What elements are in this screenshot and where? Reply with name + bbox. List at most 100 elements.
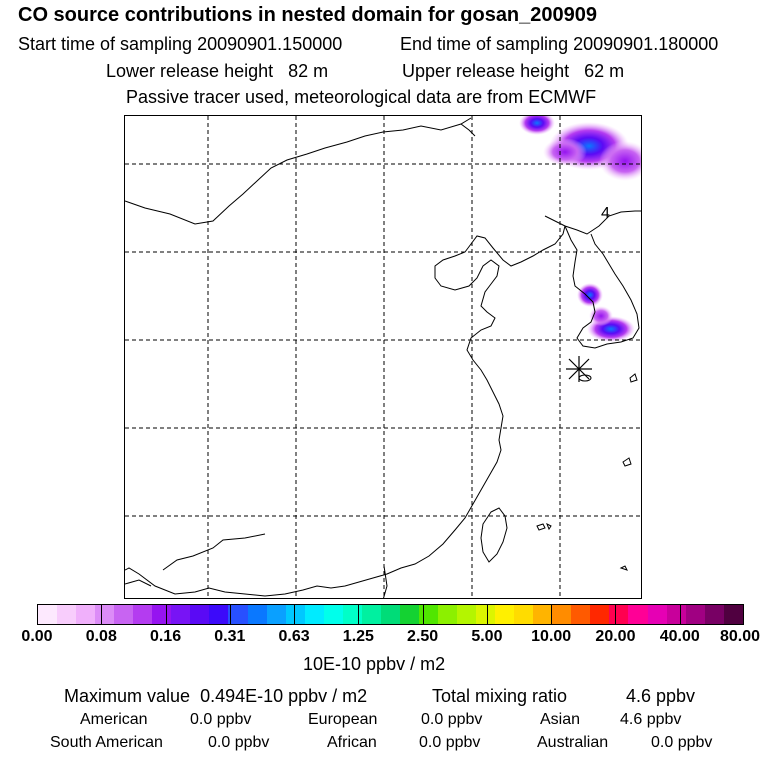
colorbar-tick-label: 0.00 (21, 628, 53, 645)
colorbar-cell (571, 605, 591, 624)
colorbar-cell (609, 605, 629, 624)
total-mixing-label: Total mixing ratio (432, 686, 568, 706)
colorbar-cell (628, 605, 648, 624)
colorbar-divider (165, 604, 167, 625)
region-value: 4.6 ppbv (620, 711, 682, 728)
colorbar-divider (101, 604, 103, 625)
lower-release-value: 82 m (288, 61, 329, 81)
region-value: 0.0 ppbv (421, 711, 483, 728)
region-name: African (327, 734, 377, 751)
end-time: End time of sampling 20090901.180000 (400, 34, 718, 55)
colorbar-cell (209, 605, 229, 624)
colorbar-cell (171, 605, 191, 624)
max-value-stat: Maximum value 0.494E-10 ppbv / m2 (64, 686, 367, 707)
colorbar-divider (294, 604, 296, 625)
colorbar-tick-label: 10.00 (531, 628, 572, 645)
upper-release-value: 62 m (584, 61, 625, 81)
colorbar-cell (266, 605, 286, 624)
colorbar-cell (476, 605, 496, 624)
colorbar-tick-label: 1.25 (342, 628, 374, 645)
colorbar-cell (247, 605, 267, 624)
end-time-label: End time of sampling (400, 34, 569, 54)
colorbar-cell (361, 605, 381, 624)
colorbar-cell (590, 605, 610, 624)
colorbar-cell (76, 605, 96, 624)
colorbar-cell (285, 605, 305, 624)
colorbar-cell (342, 605, 362, 624)
upper-release-height: Upper release height 62 m (402, 61, 624, 82)
colorbar (37, 604, 744, 625)
colorbar-cell (704, 605, 724, 624)
colorbar-tick-label: 0.08 (85, 628, 117, 645)
colorbar-cell (514, 605, 534, 624)
colorbar-divider (615, 604, 617, 625)
colorbar-tick-label: 0.63 (278, 628, 310, 645)
colorbar-cell (457, 605, 477, 624)
colorbar-cell (38, 605, 58, 624)
colorbar-divider (358, 604, 360, 625)
colorbar-cell (666, 605, 686, 624)
start-time-value: 20090901.150000 (197, 34, 343, 54)
colorbar-divider (679, 604, 681, 625)
receptor-star-icon (566, 356, 592, 382)
end-time-value: 20090901.180000 (573, 34, 719, 54)
grid-lines (125, 116, 641, 598)
colorbar-tick-label: 20.00 (595, 628, 636, 645)
map-panel: 4 (124, 115, 642, 599)
max-value-label: Maximum value (64, 686, 191, 706)
upper-release-label: Upper release height (402, 61, 570, 81)
colorbar-tick-label: 40.00 (659, 628, 700, 645)
colorbar-cell (723, 605, 743, 624)
colorbar-cell (228, 605, 248, 624)
coastline (125, 117, 641, 598)
colorbar-cell (114, 605, 134, 624)
colorbar-cell (533, 605, 553, 624)
region-name: Asian (540, 711, 581, 728)
colorbar-cell (647, 605, 667, 624)
colorbar-cell (437, 605, 458, 624)
region-name: European (308, 711, 378, 728)
plot-title: CO source contributions in nested domain… (18, 4, 598, 26)
colorbar-divider (422, 604, 424, 625)
tracer-note: Passive tracer used, meteorological data… (126, 87, 597, 107)
colorbar-tick-label: 80.00 (719, 628, 761, 645)
lower-release-height: Lower release height 82 m (106, 61, 328, 82)
total-mixing-stat: Total mixing ratio (432, 686, 567, 707)
colorbar-cell (304, 605, 324, 624)
total-mixing-value: 4.6 ppbv (626, 686, 696, 706)
colorbar-divider (229, 604, 231, 625)
region-value: 0.0 ppbv (190, 711, 252, 728)
colorbar-cell (685, 605, 705, 624)
colorbar-tick-label: 5.00 (471, 628, 503, 645)
colorbar-tick-label: 2.50 (407, 628, 439, 645)
colorbar-cell (552, 605, 572, 624)
colorbar-cell (95, 605, 115, 624)
colorbar-tick-label: 0.16 (149, 628, 182, 645)
colorbar-divider (486, 604, 488, 625)
colorbar-cell (152, 605, 172, 624)
colorbar-cell (57, 605, 77, 624)
colorbar-tick-label: 0.31 (214, 628, 246, 645)
region-value: 0.0 ppbv (651, 734, 713, 751)
start-time: Start time of sampling 20090901.150000 (18, 34, 342, 55)
contour-label: 4 (601, 205, 610, 222)
lower-release-label: Lower release height (106, 61, 274, 81)
colorbar-divider (551, 604, 553, 625)
concentration-plume (519, 116, 641, 342)
region-name: Australian (537, 734, 609, 751)
colorbar-cell (190, 605, 210, 624)
region-value: 0.0 ppbv (419, 734, 481, 751)
map-svg: 4 (125, 116, 641, 598)
max-value-value: 0.494E-10 ppbv / m2 (200, 686, 368, 706)
colorbar-cell (495, 605, 515, 624)
start-time-label: Start time of sampling (18, 34, 193, 54)
region-name: South American (50, 734, 163, 751)
colorbar-cell (399, 605, 419, 624)
region-name: American (80, 711, 148, 728)
colorbar-units: 10E-10 ppbv / m2 (303, 654, 446, 674)
colorbar-cell (380, 605, 400, 624)
colorbar-cell (133, 605, 153, 624)
region-value: 0.0 ppbv (208, 734, 270, 751)
colorbar-cell (323, 605, 343, 624)
colorbar-cell (418, 605, 438, 624)
